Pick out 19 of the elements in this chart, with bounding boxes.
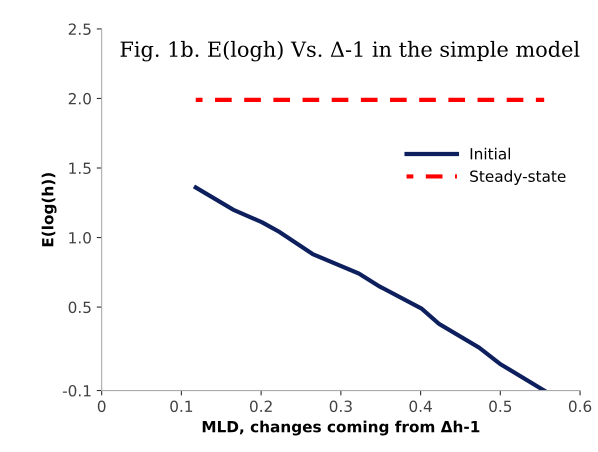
x-tick-label: 0.3 (330, 400, 352, 412)
y-tick-label: 2.0 (68, 92, 91, 104)
x-axis-title: MLD, changes coming from Δh-1 (202, 420, 480, 436)
line-series (194, 185, 546, 391)
y-tick-label: 2.5 (68, 23, 91, 35)
legend-label: Initial (470, 148, 510, 160)
x-tick-label: 0.1 (170, 400, 192, 412)
x-tick-label: 0 (98, 400, 106, 412)
y-axis-title: E(log(h)) (42, 173, 57, 246)
y-tick-label: 1.5 (69, 162, 91, 174)
legend-label: Steady-state (470, 170, 566, 185)
text: Fig. 1b. E(logh) Vs. Δ-1 in the simple model (120, 40, 580, 62)
x-tick-label: 0.4 (409, 400, 432, 412)
y-tick-label: 0.5 (68, 302, 91, 314)
x-tick-label: 0.6 (568, 400, 592, 412)
x-tick-label: 0.2 (250, 400, 272, 412)
x-tick-label: 0.5 (489, 400, 512, 412)
y-tick-label: 1.0 (69, 232, 91, 244)
y-tick-label: -0.1 (62, 384, 91, 397)
